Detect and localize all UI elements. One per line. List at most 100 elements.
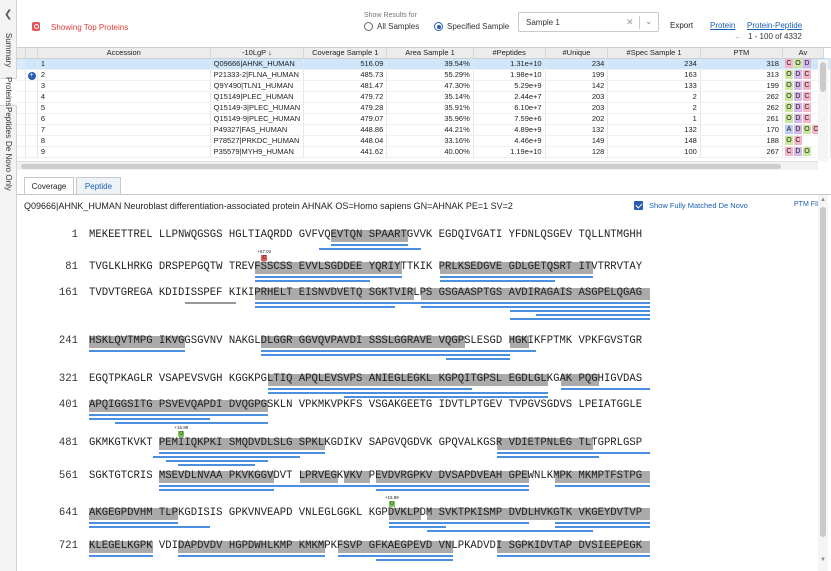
sample-select[interactable]: Sample 1 ✕ ⌄ (518, 12, 659, 32)
peptide-match-line[interactable] (152, 456, 300, 458)
row-selector[interactable] (17, 113, 27, 125)
peptide-match-line[interactable] (318, 248, 421, 250)
peptide-match-line[interactable] (331, 244, 408, 246)
chevron-down-icon[interactable]: ⌄ (645, 16, 653, 26)
table-scrollbar[interactable] (818, 60, 828, 161)
peptide-match-line[interactable] (89, 414, 268, 416)
ptm-tag[interactable]: O (388, 501, 395, 507)
table-row[interactable]: 1 Q09666|AHNK_HUMAN 516.09 39.54% 1.31e+10 23… (17, 58, 831, 70)
peptide-match-line[interactable] (510, 310, 651, 312)
peptide-match-line[interactable] (114, 422, 268, 424)
table-row[interactable]: 4 Q15149|PLEC_HUMAN 479.72 35.14% 2.44e+7 203… (17, 91, 831, 103)
table-row[interactable]: 5 Q15149-3|PLEC_HUMAN 479.28 35.91% 6.10e+7 2… (17, 102, 831, 114)
peptide-match-line[interactable] (561, 388, 651, 390)
column-header-lgp[interactable]: -10LgP ↓ (210, 48, 305, 59)
column-header-ptm[interactable]: PTM (700, 48, 783, 59)
peptide-match-line[interactable] (344, 396, 549, 398)
peptide-match-line[interactable] (388, 522, 530, 524)
radio-specified-sample[interactable]: Specified Sample (434, 22, 509, 31)
peptide-match-line[interactable] (89, 418, 211, 420)
sidebar-tab-denovo[interactable]: De Novo Only (0, 140, 17, 192)
column-header-avg[interactable]: Av (782, 48, 825, 59)
peptide-match-line[interactable] (510, 318, 651, 320)
peptide-match-line[interactable] (420, 302, 651, 304)
peptide-match-line[interactable] (254, 276, 402, 278)
peptide-match-line[interactable] (554, 522, 651, 524)
prev-page-icon[interactable]: ← (734, 32, 742, 41)
peptide-match-line[interactable] (388, 526, 447, 528)
row-selector[interactable] (17, 146, 27, 158)
denovo-match-line[interactable] (184, 302, 236, 304)
row-selector[interactable] (17, 124, 27, 136)
peptide-match-line[interactable] (420, 350, 536, 352)
table-row[interactable]: +2 P21333-2|FLNA_HUMAN 485.73 55.29% 1.98e+1… (17, 69, 831, 81)
export-protein-peptide-link[interactable]: Protein-Peptide (747, 21, 803, 30)
peptide-match-line[interactable] (254, 306, 396, 308)
column-header-accession[interactable]: Accession (37, 48, 211, 59)
peptide-match-line[interactable] (337, 555, 453, 557)
ptm-tag[interactable]: O (178, 431, 185, 437)
ptm-filter-link[interactable]: PTM FIL (794, 201, 821, 208)
table-row[interactable]: 6 Q15149-9|PLEC_HUMAN 479.07 35.96% 7.59e+6 2… (17, 113, 831, 125)
table-row[interactable]: 9 P35579|MYH9_HUMAN 441.62 40.00% 1.19e+10 12… (17, 146, 831, 158)
peptide-match-line[interactable] (89, 555, 153, 557)
tab-coverage[interactable]: Coverage (24, 177, 74, 195)
row-selector[interactable] (17, 58, 27, 70)
column-header-coverage[interactable]: Coverage Sample 1 (303, 48, 388, 59)
peptide-match-line[interactable] (497, 456, 600, 458)
peptide-match-line[interactable] (89, 350, 185, 352)
tab-peptide[interactable]: Peptide (76, 177, 121, 195)
peptide-match-line[interactable] (376, 559, 453, 561)
row-selector[interactable] (17, 102, 27, 114)
row-selector[interactable] (17, 135, 27, 147)
clear-icon[interactable]: ✕ (626, 17, 634, 27)
row-selector[interactable] (17, 91, 27, 103)
peptide-match-line[interactable] (427, 530, 593, 532)
scroll-up-icon[interactable]: ▲ (820, 197, 826, 203)
peptide-match-line[interactable] (554, 485, 651, 487)
peptide-match-line[interactable] (446, 358, 511, 360)
peptide-match-line[interactable] (178, 555, 326, 557)
ptm-tag[interactable]: C (261, 255, 268, 261)
peptide-match-line[interactable] (254, 280, 370, 282)
peptide-match-line[interactable] (89, 522, 179, 524)
sidebar-tab-proteins[interactable]: Proteins (0, 77, 17, 107)
scrollbar-thumb[interactable] (21, 164, 781, 169)
peptide-match-line[interactable] (267, 392, 447, 394)
peptide-match-line[interactable] (420, 306, 651, 308)
peptide-match-line[interactable] (554, 526, 651, 528)
peptide-match-line[interactable] (535, 314, 651, 316)
column-header-spec[interactable]: #Spec Sample 1 (607, 48, 701, 59)
chevron-left-icon[interactable]: ❮ (4, 9, 13, 20)
table-row[interactable]: 7 P49327|FAS_HUMAN 448.86 44.21% 4.89e+9 132 1… (17, 124, 831, 136)
peptide-match-line[interactable] (261, 354, 466, 356)
peptide-match-line[interactable] (420, 354, 511, 356)
peptide-match-line[interactable] (376, 489, 530, 491)
peptide-match-line[interactable] (261, 350, 421, 352)
scrollbar-thumb[interactable] (820, 207, 826, 537)
radio-all-samples[interactable]: All Samples (364, 22, 419, 31)
peptide-match-line[interactable] (497, 555, 651, 557)
coverage-scrollbar[interactable]: ▲ ▼ (818, 195, 828, 571)
peptide-match-line[interactable] (178, 464, 255, 466)
peptide-match-line[interactable] (439, 276, 593, 278)
peptide-match-line[interactable] (89, 526, 211, 528)
row-selector[interactable] (17, 80, 27, 92)
row-selector[interactable] (17, 69, 27, 81)
peptide-match-line[interactable] (446, 392, 549, 394)
column-header-area[interactable]: Area Sample 1 (386, 48, 474, 59)
scrollbar-thumb[interactable] (820, 62, 826, 92)
peptide-match-line[interactable] (497, 452, 651, 454)
column-header-unique[interactable]: #Unique (545, 48, 609, 59)
peptide-match-line[interactable] (165, 460, 268, 462)
peptide-match-line[interactable] (299, 485, 530, 487)
expand-plus-icon[interactable]: + (27, 71, 36, 79)
peptide-match-line[interactable] (159, 485, 370, 487)
column-header-peptides[interactable]: #Peptides (473, 48, 546, 59)
sidebar-tab-peptides[interactable]: Peptides (0, 106, 17, 140)
table-row[interactable]: 3 Q9Y490|TLN1_HUMAN 481.47 47.30% 5.29e+9 142… (17, 80, 831, 92)
scroll-down-icon[interactable]: ▼ (820, 557, 826, 563)
peptide-match-line[interactable] (159, 489, 274, 491)
export-protein-link[interactable]: Protein (710, 21, 736, 30)
peptide-match-line[interactable] (159, 452, 326, 454)
